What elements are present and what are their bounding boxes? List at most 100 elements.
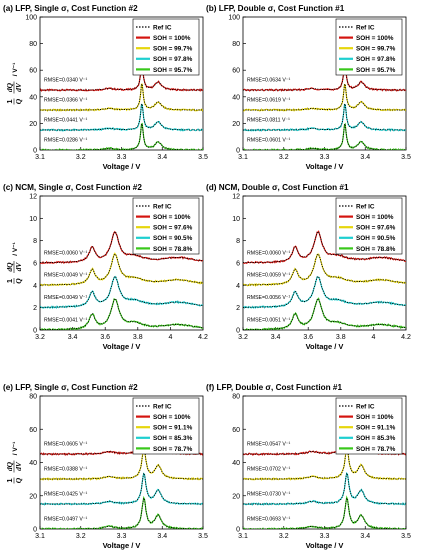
y-tick-label: 0 bbox=[236, 148, 240, 155]
x-tick-label: 3.2 bbox=[76, 154, 86, 161]
ref-ic-line bbox=[40, 447, 203, 480]
x-tick-label: 3.1 bbox=[238, 154, 248, 161]
x-tick-label: 4 bbox=[371, 334, 375, 341]
y-tick-label: 0 bbox=[236, 527, 240, 534]
y-tick-label: 20 bbox=[232, 493, 240, 500]
rmse-label: RMSE=0.0547 V⁻¹ bbox=[247, 442, 291, 448]
y-tick-label: 60 bbox=[232, 427, 240, 434]
rmse-label: RMSE=0.0730 V⁻¹ bbox=[247, 491, 291, 497]
legend-label: Ref IC bbox=[153, 403, 172, 410]
x-tick-label: 3.4 bbox=[157, 533, 167, 540]
y-label-part: 1 bbox=[5, 99, 14, 103]
x-tick-label: 3.5 bbox=[198, 154, 208, 161]
legend-label: SOH = 91.1% bbox=[153, 425, 193, 432]
legend-box bbox=[335, 18, 403, 76]
ref-ic-line bbox=[40, 497, 203, 529]
y-tick-label: 40 bbox=[232, 460, 240, 467]
panel-title: (b) LFP, Double σ, Cost Function #1 bbox=[206, 4, 345, 13]
ref-ic-line bbox=[40, 123, 203, 150]
rmse-label: RMSE=0.0366 V⁻¹ bbox=[44, 97, 88, 103]
y-tick-label: 0 bbox=[33, 527, 37, 534]
panel-title: (d) NCM, Double σ, Cost Function #1 bbox=[206, 183, 349, 192]
panel-f: (f) LFP, Double σ, Cost Function #1 3.1 3.… bbox=[206, 383, 411, 550]
legend-label: SOH = 97.8% bbox=[153, 56, 193, 63]
ref-ic-line bbox=[243, 275, 406, 308]
rmse-label: RMSE=0.0601 V⁻¹ bbox=[247, 137, 291, 143]
legend-label: SOH = 95.7% bbox=[153, 67, 193, 74]
x-axis-label: Voltage / V bbox=[306, 342, 344, 351]
x-tick-label: 3.3 bbox=[320, 533, 330, 540]
panel-title: (c) NCM, Single σ, Cost Function #2 bbox=[3, 183, 142, 192]
y-tick-label: 0 bbox=[33, 148, 37, 155]
ref-ic-line bbox=[243, 447, 406, 480]
x-tick-label: 3.5 bbox=[401, 533, 411, 540]
rmse-label: RMSE=0.0056 V⁻¹ bbox=[247, 295, 291, 301]
y-tick-label: 0 bbox=[236, 328, 240, 335]
legend-box bbox=[132, 18, 200, 76]
x-tick-label: 3.4 bbox=[271, 334, 281, 341]
x-tick-label: 3.6 bbox=[303, 334, 313, 341]
legend-label: SOH = 85.3% bbox=[356, 435, 396, 442]
y-label-part: / V⁻¹ bbox=[12, 242, 19, 256]
ref-ic-line bbox=[243, 83, 406, 111]
legend: Ref IC SOH = 100% SOH = 99.7% SOH = 97.8% SO… bbox=[335, 18, 403, 76]
rmse-label: RMSE=0.0811 V⁻¹ bbox=[247, 117, 290, 123]
x-tick-label: 3.4 bbox=[157, 154, 167, 161]
x-tick-label: 3.2 bbox=[279, 154, 289, 161]
x-tick-label: 3.5 bbox=[198, 533, 208, 540]
rmse-label: RMSE=0.0041 V⁻¹ bbox=[44, 317, 88, 323]
y-label-part: dV bbox=[14, 82, 23, 92]
y-label-part: Q bbox=[14, 278, 23, 284]
ref-ic-line bbox=[40, 103, 203, 131]
legend-label: SOH = 95.7% bbox=[356, 67, 396, 74]
plot-area: RMSE=0.0060 V⁻¹ RMSE=0.0059 V⁻¹ RMSE=0.005… bbox=[243, 230, 406, 330]
y-tick-label: 40 bbox=[232, 94, 240, 101]
x-tick-label: 3.6 bbox=[100, 334, 110, 341]
legend-label: Ref IC bbox=[356, 24, 375, 31]
y-label-part: dV bbox=[14, 461, 23, 471]
x-tick-label: 3.4 bbox=[68, 334, 78, 341]
y-label-part: / V⁻¹ bbox=[12, 442, 19, 456]
legend: Ref IC SOH = 100% SOH = 97.6% SOH = 90.5% SO… bbox=[132, 197, 200, 255]
x-tick-label: 3.1 bbox=[238, 533, 248, 540]
panel-d: (d) NCM, Double σ, Cost Function #1 3.2 3.… bbox=[206, 183, 411, 351]
plot-area: RMSE=0.0340 V⁻¹ RMSE=0.0366 V⁻¹ RMSE=0.044… bbox=[40, 63, 203, 150]
y-tick-label: 100 bbox=[25, 15, 37, 22]
x-tick-label: 3.3 bbox=[320, 154, 330, 161]
panel-b: (b) LFP, Double σ, Cost Function #1 3.1 3.… bbox=[206, 4, 411, 171]
series-line-3 bbox=[40, 103, 203, 132]
legend: Ref IC SOH = 100% SOH = 99.7% SOH = 97.8% SO… bbox=[132, 18, 200, 76]
ref-ic-line bbox=[40, 231, 203, 264]
legend-label: SOH = 99.7% bbox=[356, 46, 396, 53]
y-label-part: 1 bbox=[5, 478, 14, 482]
rmse-label: RMSE=0.0634 V⁻¹ bbox=[247, 78, 291, 84]
rmse-label: RMSE=0.0340 V⁻¹ bbox=[44, 78, 88, 84]
series-line-4 bbox=[40, 495, 203, 529]
rmse-label: RMSE=0.0605 V⁻¹ bbox=[44, 442, 88, 448]
y-axis-label: 1 QdQ dV / V⁻¹ bbox=[5, 442, 23, 484]
x-tick-label: 3.4 bbox=[360, 154, 370, 161]
legend-label: SOH = 97.8% bbox=[356, 56, 396, 63]
ref-ic-line bbox=[40, 253, 203, 286]
legend-box bbox=[132, 197, 200, 255]
legend-label: SOH = 78.8% bbox=[153, 246, 193, 253]
legend: Ref IC SOH = 100% SOH = 97.6% SOH = 90.5% SO… bbox=[335, 197, 403, 255]
legend: Ref IC SOH = 100% SOH = 91.1% SOH = 85.3% SO… bbox=[132, 397, 200, 455]
rmse-label: RMSE=0.0286 V⁻¹ bbox=[44, 137, 88, 143]
y-tick-label: 6 bbox=[236, 261, 240, 268]
y-tick-label: 6 bbox=[33, 261, 37, 268]
y-label-part: dQ bbox=[5, 82, 14, 92]
y-tick-label: 4 bbox=[236, 283, 240, 290]
x-axis-label: Voltage / V bbox=[103, 541, 141, 550]
y-tick-label: 12 bbox=[29, 194, 37, 201]
legend-label: SOH = 91.1% bbox=[356, 425, 396, 432]
rmse-label: RMSE=0.0702 V⁻¹ bbox=[247, 466, 291, 472]
rmse-label: RMSE=0.0049 V⁻¹ bbox=[44, 295, 88, 301]
legend-label: SOH = 78.7% bbox=[356, 446, 396, 453]
legend-label: SOH = 100% bbox=[356, 35, 394, 42]
panel-e: (e) LFP, Single σ, Cost Function #2 3.1 3.… bbox=[3, 383, 208, 550]
ref-ic-line bbox=[243, 253, 406, 286]
legend-label: SOH = 97.6% bbox=[356, 225, 396, 232]
y-tick-label: 10 bbox=[232, 216, 240, 223]
